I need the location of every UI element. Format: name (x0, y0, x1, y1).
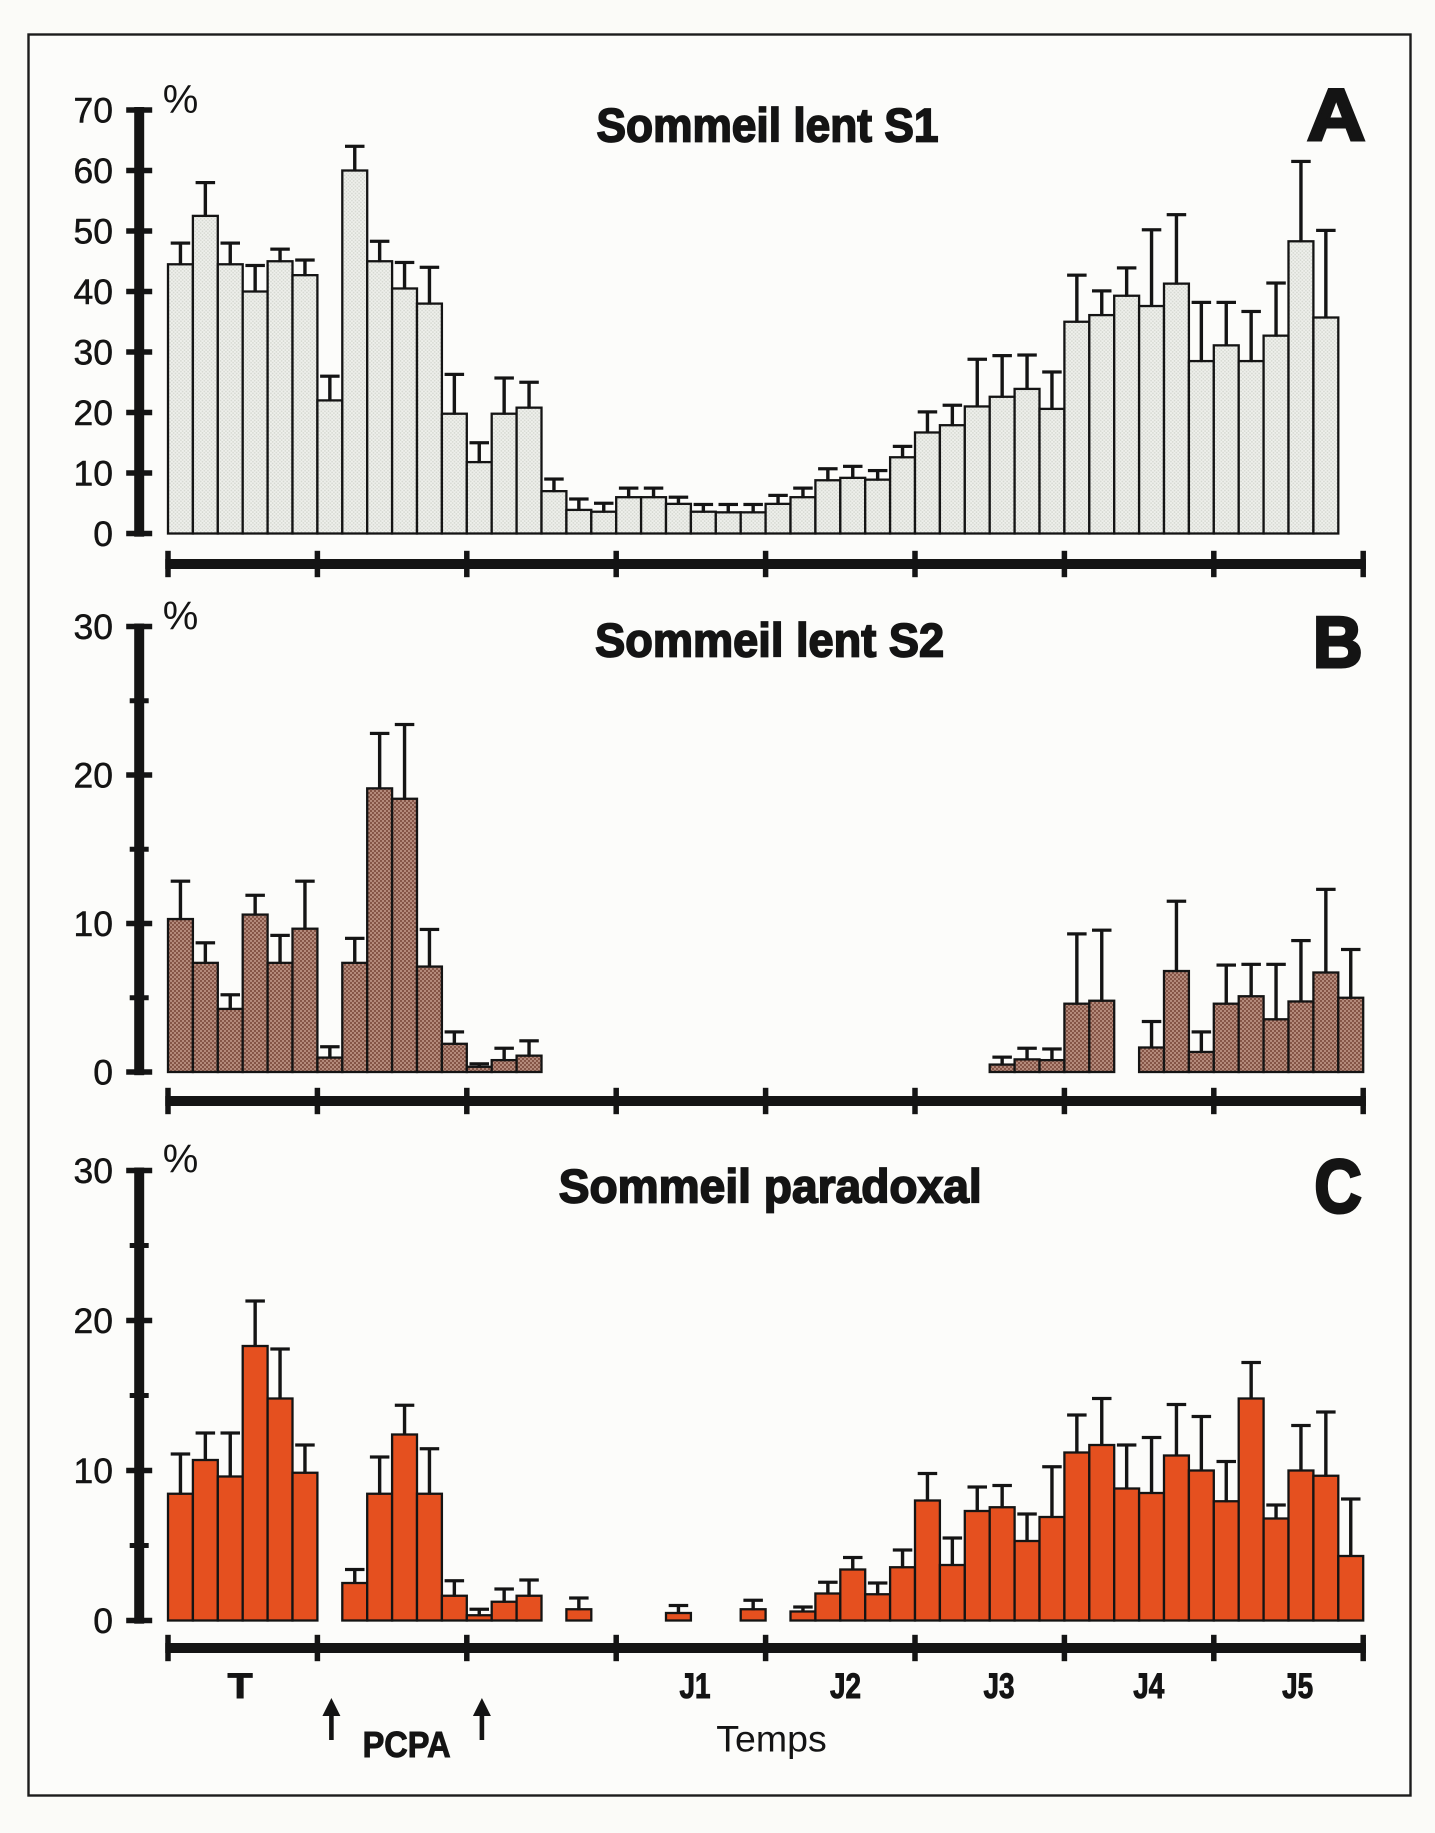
svg-text:PCPA: PCPA (363, 1724, 451, 1765)
svg-text:20: 20 (74, 393, 114, 433)
svg-text:C: C (1314, 1144, 1361, 1228)
svg-text:J5: J5 (1282, 1667, 1313, 1706)
svg-text:A: A (1307, 75, 1365, 157)
svg-text:10: 10 (74, 1451, 114, 1491)
svg-text:0: 0 (93, 1601, 113, 1641)
svg-text:20: 20 (74, 756, 114, 796)
svg-text:T: T (228, 1667, 253, 1706)
svg-text:J2: J2 (830, 1667, 861, 1706)
svg-text:30: 30 (74, 333, 114, 373)
svg-text:50: 50 (74, 212, 114, 252)
svg-text:B: B (1313, 601, 1363, 682)
svg-text:40: 40 (74, 272, 114, 312)
svg-text:20: 20 (74, 1301, 114, 1341)
svg-text:J1: J1 (680, 1667, 711, 1706)
svg-text:J4: J4 (1133, 1667, 1164, 1706)
svg-text:%: % (163, 78, 199, 122)
svg-text:%: % (163, 594, 199, 638)
svg-text:Sommeil lent S2: Sommeil lent S2 (595, 615, 944, 668)
svg-text:0: 0 (93, 1053, 113, 1093)
svg-text:Sommeil lent S1: Sommeil lent S1 (597, 100, 939, 153)
svg-text:30: 30 (74, 1151, 114, 1191)
svg-text:%: % (163, 1138, 199, 1182)
svg-text:30: 30 (74, 607, 114, 647)
svg-text:Temps: Temps (716, 1718, 826, 1760)
svg-text:60: 60 (74, 151, 114, 191)
svg-text:Sommeil paradoxal: Sommeil paradoxal (559, 1161, 982, 1214)
svg-text:10: 10 (74, 904, 114, 944)
svg-text:70: 70 (74, 91, 114, 131)
svg-text:0: 0 (93, 514, 113, 554)
svg-text:J3: J3 (984, 1667, 1015, 1706)
svg-text:10: 10 (74, 454, 114, 494)
